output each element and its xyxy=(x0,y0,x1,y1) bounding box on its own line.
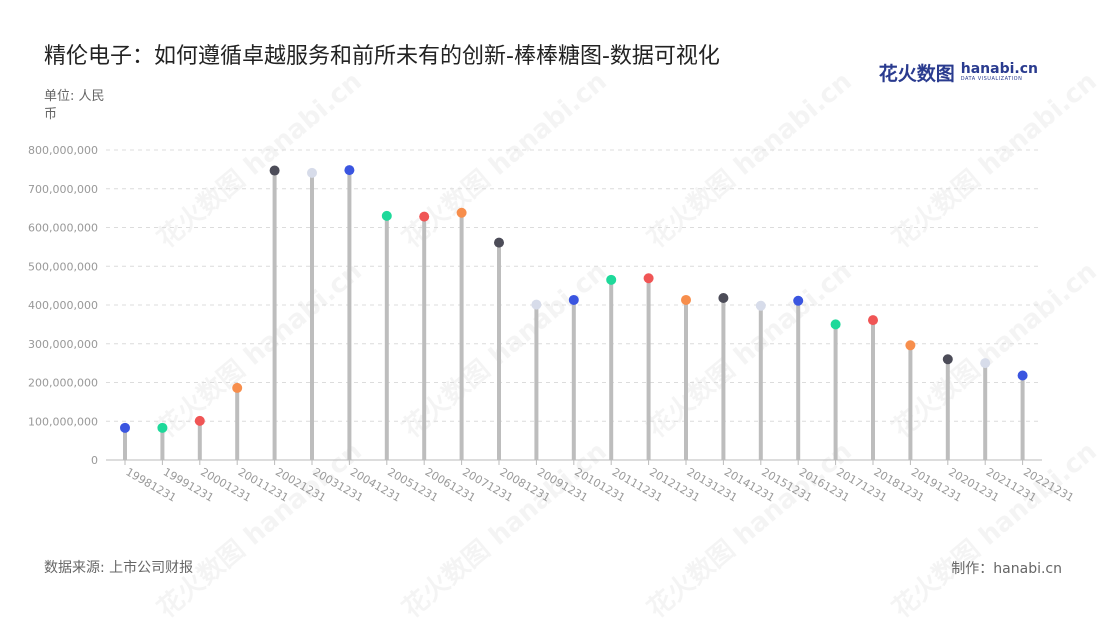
lollipop-dot[interactable] xyxy=(980,358,991,369)
lollipop-dot[interactable] xyxy=(942,354,953,365)
credit-label: 制作：hanabi.cn xyxy=(951,561,1062,577)
data-source: 数据来源: 上市公司财报 xyxy=(44,560,194,576)
lollipop-dot[interactable] xyxy=(344,165,355,176)
logo-text-en: hanabi.cn xyxy=(960,61,1038,77)
lollipop-dot[interactable] xyxy=(456,207,467,218)
y-tick-label: 100,000,000 xyxy=(28,415,98,428)
lollipop-dot[interactable] xyxy=(868,315,878,326)
lollipop-dot[interactable] xyxy=(830,319,841,330)
y-tick-label: 300,000,000 xyxy=(28,338,98,351)
lollipop-dot[interactable] xyxy=(307,167,317,178)
lollipop-dot[interactable] xyxy=(494,237,504,248)
y-tick-label: 600,000,000 xyxy=(28,222,98,235)
y-tick-label: 0 xyxy=(91,454,98,467)
lollipop-dot[interactable] xyxy=(905,340,916,351)
lollipop-dot[interactable] xyxy=(755,300,766,311)
lollipop-dot[interactable] xyxy=(718,293,729,304)
lollipop-dot[interactable] xyxy=(568,294,579,305)
x-axis: 1998123119991231200012312001123120021231… xyxy=(124,460,1076,505)
y-tick-label: 400,000,000 xyxy=(28,299,98,312)
lollipop-dot[interactable] xyxy=(681,294,691,305)
y-axis: 0 100,000,000 200,000,000 300,000,000 400,00… xyxy=(28,144,1042,467)
lollipop-dots xyxy=(120,165,1028,433)
lollipop-dot[interactable] xyxy=(232,382,243,393)
chart-title: 精伦电子：如何遵循卓越服务和前所未有的创新-棒棒糖图-数据可视化 xyxy=(44,44,720,69)
logo-text-en-group: hanabi.cn DATA VISUALIZATION xyxy=(961,62,1038,82)
lollipop-dot[interactable] xyxy=(606,274,617,285)
y-tick-label: 200,000,000 xyxy=(28,377,98,390)
lollipop-dot[interactable] xyxy=(269,165,280,176)
lollipop-dot[interactable] xyxy=(194,415,205,426)
lollipop-dot[interactable] xyxy=(419,211,430,222)
lollipop-sticks xyxy=(123,170,1025,460)
lollipop-dot[interactable] xyxy=(531,299,542,310)
y-tick-label: 700,000,000 xyxy=(28,183,98,196)
lollipop-dot[interactable] xyxy=(793,295,804,306)
brand-logo: 花火数图 hanabi.cn DATA VISUALIZATION xyxy=(878,60,1038,85)
unit-label: 单位: 人民币 xyxy=(44,89,105,122)
lollipop-dot[interactable] xyxy=(381,210,392,221)
y-tick-label: 500,000,000 xyxy=(28,260,98,273)
lollipop-dot[interactable] xyxy=(120,422,130,433)
logo-subtext: DATA VISUALIZATION xyxy=(960,76,1023,82)
lollipop-dot[interactable] xyxy=(157,422,168,433)
lollipop-dot[interactable] xyxy=(643,273,654,284)
logo-text-cn: 花火数图 xyxy=(878,62,955,85)
y-tick-label: 800,000,000 xyxy=(28,144,98,157)
lollipop-dot[interactable] xyxy=(1017,370,1028,381)
